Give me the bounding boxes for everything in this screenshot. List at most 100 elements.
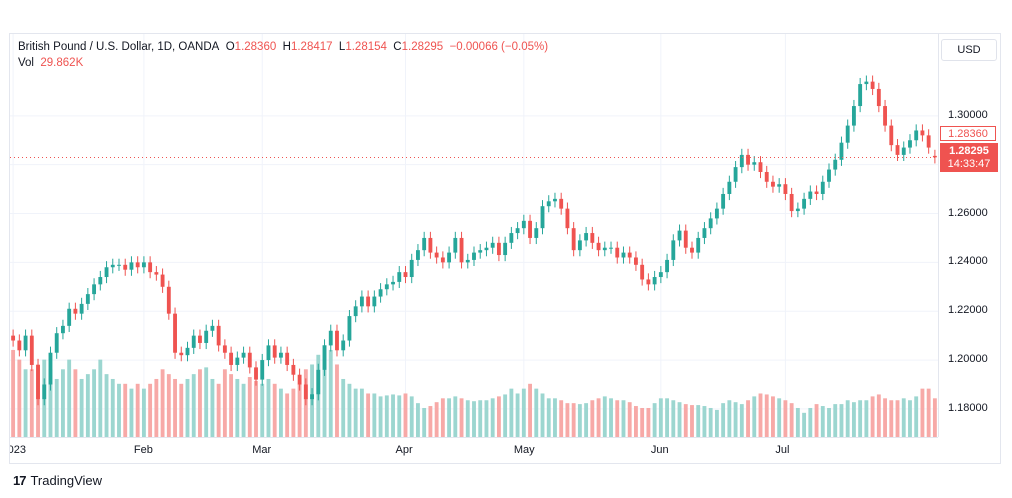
volume-bar: [870, 396, 875, 437]
candle-body: [708, 218, 713, 229]
volume-bar: [247, 377, 252, 437]
volume-bar: [908, 400, 912, 437]
volume-bar: [677, 402, 682, 437]
volume-bar: [901, 398, 906, 437]
candle-body: [447, 252, 452, 263]
volume-bar: [92, 369, 97, 437]
candle-body: [914, 130, 919, 141]
volume-bar: [602, 396, 607, 437]
volume-bar: [553, 398, 557, 437]
candle-body: [521, 220, 526, 229]
volume-bar: [721, 403, 726, 437]
candle-body: [783, 184, 788, 194]
chart-frame: [9, 33, 1001, 464]
volume-bar: [472, 401, 476, 437]
volume-bar: [154, 378, 159, 437]
candle-body: [322, 345, 327, 370]
volume-bar: [883, 398, 887, 437]
candle-body: [316, 369, 321, 395]
candle-body: [179, 352, 184, 356]
volume-bar: [210, 378, 215, 437]
chart-pane[interactable]: [10, 34, 938, 437]
candle-body: [241, 352, 246, 358]
volume-bar: [864, 400, 869, 437]
volume-bar: [733, 402, 738, 437]
price-scale[interactable]: [938, 34, 1001, 437]
volume-bar: [746, 400, 750, 437]
candle-body: [609, 247, 613, 249]
candle-body: [459, 237, 464, 263]
volume-bar: [758, 393, 763, 437]
price-chart[interactable]: [10, 34, 938, 437]
tradingview-brand[interactable]: 17 TradingView: [13, 473, 102, 488]
time-tick-label: May: [513, 444, 535, 456]
volume-bar: [241, 383, 246, 437]
volume-bar: [932, 398, 937, 437]
price-tick-label: 1.30000: [948, 108, 988, 121]
candle-body: [889, 125, 894, 146]
close-value: 1.28295: [401, 41, 444, 53]
candle-body: [54, 333, 59, 353]
candle-body: [17, 340, 22, 351]
candle-body: [478, 250, 483, 253]
candle-body: [932, 155, 937, 158]
volume-bar: [272, 383, 277, 437]
volume-bar: [634, 406, 638, 437]
volume-bar: [185, 378, 190, 437]
candle-body: [496, 242, 501, 256]
candle-body: [185, 347, 190, 356]
volume-bar: [690, 405, 694, 437]
legend-row-volume: Vol 29.862K: [18, 57, 548, 69]
symbol-title[interactable]: British Pound / U.S. Dollar, 1D, OANDA: [18, 41, 220, 53]
time-tick-label: 2023: [10, 444, 26, 456]
volume-bar: [191, 374, 196, 437]
candle-body: [272, 345, 277, 358]
volume-bar: [789, 403, 794, 437]
candle-body: [310, 394, 314, 400]
volume-bar: [110, 378, 115, 437]
volume-bar: [802, 412, 807, 437]
candle-body: [341, 340, 346, 351]
time-scale[interactable]: [10, 437, 938, 464]
volume-bar: [453, 396, 458, 437]
volume-bar: [814, 404, 819, 437]
volume-bar: [229, 374, 234, 437]
candle-body: [615, 247, 620, 258]
volume-bar: [571, 403, 576, 437]
volume-bar: [714, 409, 719, 437]
price-tick-label: 1.20000: [948, 353, 988, 366]
currency-button[interactable]: USD: [941, 39, 997, 61]
volume-bar: [129, 388, 134, 437]
volume-bar: [696, 405, 701, 437]
volume-bar: [534, 388, 539, 437]
candle-body: [571, 228, 576, 251]
volume-bar: [397, 395, 402, 437]
volume-bar: [795, 407, 800, 437]
high-label: H: [282, 41, 291, 53]
legend-row-ohlc: British Pound / U.S. Dollar, 1D, OANDA O…: [18, 41, 548, 53]
volume-bar: [260, 383, 265, 437]
candle-body: [79, 303, 84, 314]
volume-bar: [590, 400, 595, 437]
last-price-tag: 1.28295 14:33:47: [940, 143, 998, 172]
volume-bar: [820, 406, 825, 437]
candle-body: [191, 335, 196, 348]
candle-body: [328, 330, 333, 346]
candle-body: [509, 233, 514, 243]
volume-bar: [403, 393, 408, 437]
time-tick-label: Jun: [650, 444, 669, 456]
volume-bar: [609, 398, 613, 437]
volume-bar: [521, 388, 526, 437]
volume-label[interactable]: Vol: [18, 57, 34, 69]
candle-body: [61, 325, 65, 334]
price-tick-label: 1.18000: [948, 401, 988, 414]
volume-bar: [727, 400, 732, 437]
volume-bar: [123, 383, 128, 437]
candle-body: [658, 272, 663, 278]
volume-bar: [29, 369, 34, 437]
volume-bar: [366, 393, 371, 437]
volume-bar: [73, 369, 78, 437]
price-tick-label: 1.26000: [948, 206, 988, 219]
last-price-value: 1.28295: [949, 145, 989, 157]
time-tick-label: Mar: [252, 444, 272, 456]
